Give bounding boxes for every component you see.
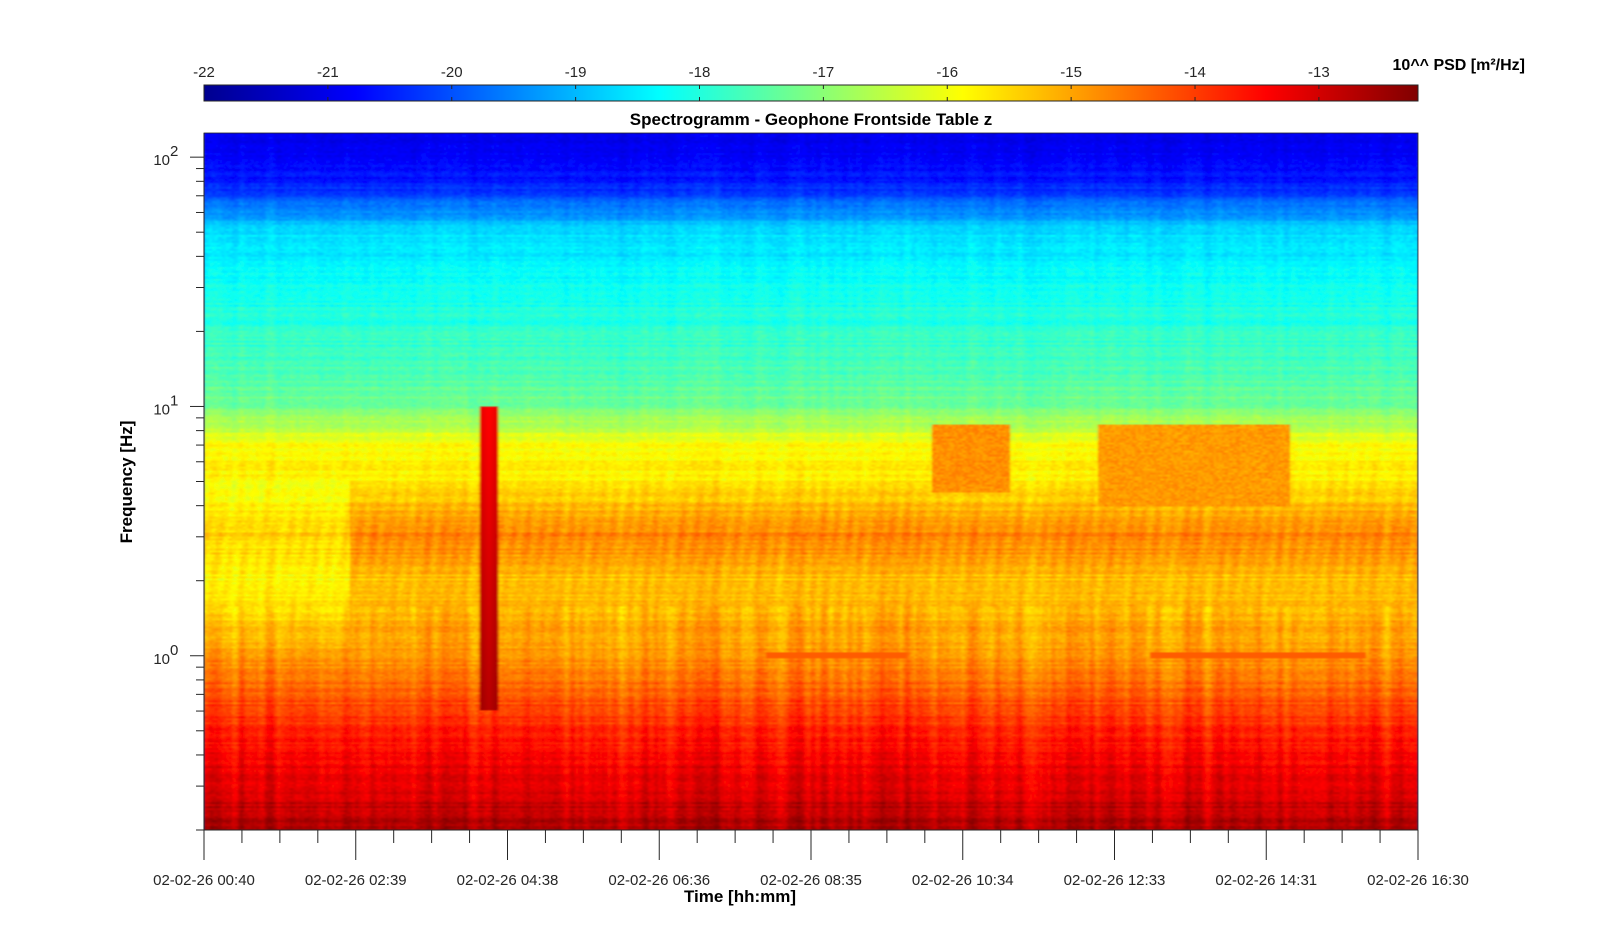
x-axis-label: Time [hh:mm]: [684, 887, 796, 906]
x-tick-label: 02-02-26 10:34: [912, 872, 1014, 889]
colorbar-tick-label: -13: [1308, 64, 1330, 81]
colorbar: -22 -21 -20 -19 -18 -17 -16 -15 -14 -13 10^^ PSD …: [193, 57, 1525, 102]
chart-title: Spectrogramm - Geophone Frontside Table …: [630, 110, 992, 129]
colorbar-tick-label: -22: [193, 64, 215, 81]
y-tick-label: 10: [153, 401, 170, 418]
x-tick-label: 02-02-26 04:38: [457, 872, 559, 889]
y-tick-label: 10: [153, 152, 170, 169]
x-tick-label: 02-02-26 14:31: [1215, 872, 1317, 889]
colorbar-tick-label: -17: [813, 64, 835, 81]
colorbar-label: 10^^ PSD [m²/Hz]: [1393, 57, 1525, 74]
y-tick-exponent: 0: [170, 642, 178, 659]
x-tick-label: 02-02-26 08:35: [760, 872, 862, 889]
y-axis-label: Frequency [Hz]: [117, 421, 136, 544]
spectrogram-heatmap: [204, 133, 1418, 830]
y-tick-exponent: 1: [170, 392, 178, 409]
x-axis: 02-02-26 00:40 02-02-26 02:39 02-02-26 04:…: [153, 829, 1469, 889]
x-tick-label: 02-02-26 06:36: [608, 872, 710, 889]
colorbar-tick-label: -19: [565, 64, 587, 81]
colorbar-gradient: [203, 84, 1419, 102]
y-tick-exponent: 2: [170, 143, 178, 160]
x-tick-label: 02-02-26 00:40: [153, 872, 255, 889]
colorbar-tick-label: -16: [936, 64, 958, 81]
colorbar-tick-label: -18: [689, 64, 711, 81]
x-tick-label: 02-02-26 16:30: [1367, 872, 1469, 889]
colorbar-tick-label: -20: [441, 64, 463, 81]
x-tick-label: 02-02-26 02:39: [305, 872, 407, 889]
colorbar-ticks: -22 -21 -20 -19 -18 -17 -16 -15 -14 -13: [193, 64, 1330, 101]
colorbar-tick-label: -14: [1184, 64, 1206, 81]
x-tick-label: 02-02-26 12:33: [1064, 872, 1166, 889]
colorbar-tick-label: -15: [1060, 64, 1082, 81]
y-tick-label: 10: [153, 651, 170, 668]
colorbar-tick-label: -21: [317, 64, 339, 81]
plot-area: [203, 132, 1419, 831]
